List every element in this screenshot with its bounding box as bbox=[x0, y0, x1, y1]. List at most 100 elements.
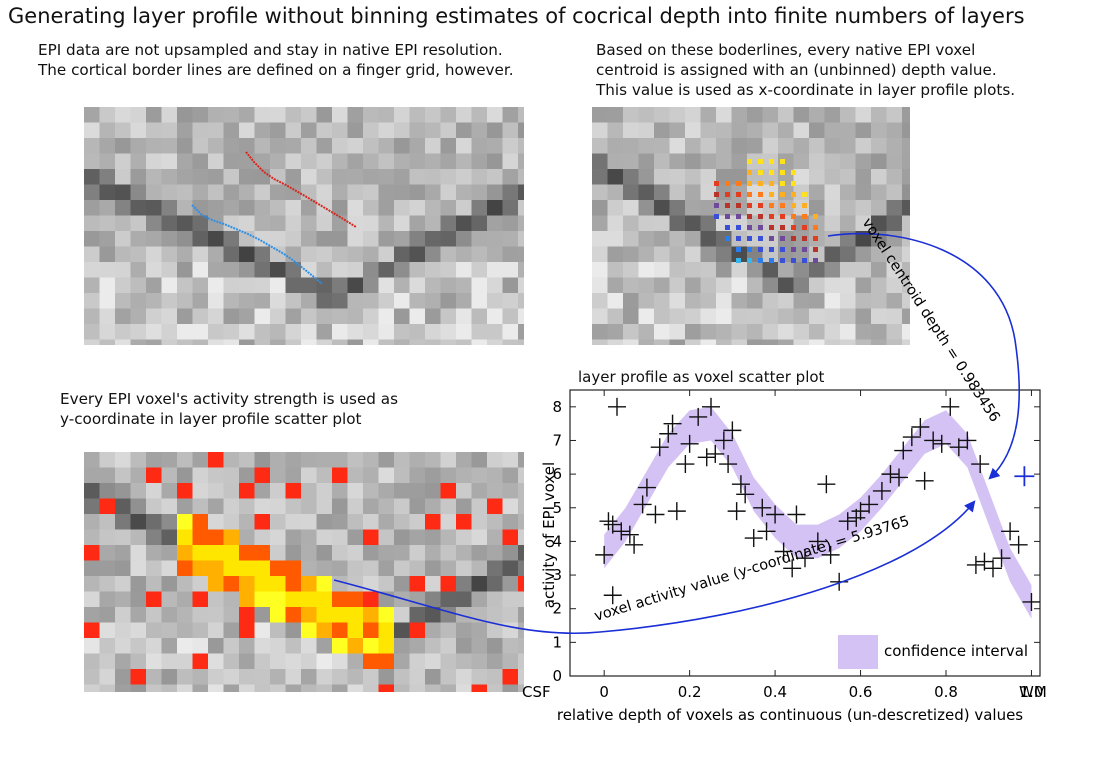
active-voxel bbox=[254, 467, 270, 483]
epi-voxel bbox=[301, 529, 317, 546]
epi-voxel bbox=[208, 308, 224, 325]
epi-voxel bbox=[378, 107, 395, 123]
epi-voxel bbox=[700, 122, 717, 139]
epi-voxel bbox=[607, 184, 624, 201]
epi-voxel bbox=[316, 262, 333, 278]
epi-voxel bbox=[192, 498, 209, 515]
epi-voxel bbox=[456, 653, 472, 670]
epi-voxel bbox=[130, 262, 147, 278]
epi-voxel bbox=[502, 107, 519, 123]
epi-voxel bbox=[471, 231, 488, 247]
epi-voxel bbox=[886, 246, 903, 263]
epi-voxel bbox=[471, 576, 488, 592]
y-tick-label: 7 bbox=[552, 431, 562, 449]
active-voxel bbox=[487, 498, 503, 514]
epi-voxel bbox=[130, 498, 147, 515]
epi-voxel bbox=[394, 545, 410, 561]
epi-voxel bbox=[425, 308, 441, 325]
epi-voxel bbox=[316, 545, 333, 561]
epi-panel-top-left bbox=[84, 107, 524, 345]
active-voxel bbox=[363, 607, 379, 623]
epi-voxel bbox=[669, 184, 686, 201]
y-tick-label: 2 bbox=[552, 600, 562, 618]
epi-voxel bbox=[409, 653, 426, 670]
active-voxel bbox=[254, 545, 270, 561]
epi-voxel bbox=[192, 324, 209, 340]
epi-voxel bbox=[607, 122, 624, 139]
epi-voxel bbox=[456, 452, 472, 468]
epi-voxel bbox=[223, 324, 240, 340]
epi-voxel bbox=[378, 514, 395, 530]
voxel-centroid bbox=[714, 214, 719, 219]
epi-voxel bbox=[762, 308, 779, 325]
active-voxel bbox=[192, 529, 208, 545]
epi-voxel bbox=[840, 293, 856, 309]
epi-voxel bbox=[809, 277, 825, 294]
activity-arrow bbox=[333, 500, 976, 635]
voxel-point bbox=[808, 532, 827, 551]
voxel-centroid bbox=[736, 247, 741, 252]
epi-voxel bbox=[161, 308, 178, 325]
epi-voxel bbox=[902, 215, 910, 232]
epi-voxel bbox=[607, 277, 624, 294]
epi-voxel bbox=[886, 200, 903, 216]
epi-voxel bbox=[471, 498, 488, 515]
epi-voxel bbox=[99, 529, 116, 546]
epi-voxel bbox=[316, 308, 333, 325]
epi-voxel bbox=[456, 638, 472, 654]
epi-voxel bbox=[471, 184, 488, 201]
epi-voxel bbox=[316, 452, 333, 468]
epi-voxel bbox=[778, 293, 794, 309]
epi-voxel bbox=[502, 467, 519, 484]
epi-voxel bbox=[347, 324, 364, 340]
epi-voxel bbox=[902, 107, 910, 123]
caption-line: Based on these boderlines, every native … bbox=[596, 41, 976, 59]
epi-voxel bbox=[270, 153, 286, 170]
epi-voxel bbox=[301, 653, 317, 670]
active-voxel bbox=[177, 545, 193, 561]
epi-voxel bbox=[425, 638, 441, 654]
epi-voxel bbox=[700, 231, 717, 247]
epi-voxel bbox=[270, 122, 286, 139]
epi-voxel bbox=[316, 122, 333, 139]
epi-voxel bbox=[161, 653, 178, 670]
epi-voxel bbox=[518, 529, 524, 546]
voxel-centroid bbox=[758, 258, 763, 263]
epi-voxel bbox=[332, 669, 348, 685]
epi-voxel bbox=[440, 138, 457, 154]
epi-voxel bbox=[518, 277, 524, 294]
epi-voxel bbox=[809, 184, 825, 201]
epi-voxel bbox=[623, 215, 639, 232]
active-voxel bbox=[146, 467, 162, 483]
border-lines-overlay bbox=[191, 151, 357, 285]
epi-voxel bbox=[902, 293, 910, 309]
voxel-point bbox=[984, 559, 1002, 578]
epi-voxel bbox=[130, 107, 147, 123]
epi-voxel bbox=[440, 324, 457, 340]
epi-voxel bbox=[778, 138, 794, 154]
epi-voxel bbox=[731, 107, 748, 123]
epi-voxel bbox=[177, 262, 193, 278]
epi-voxel bbox=[440, 308, 457, 325]
epi-voxel bbox=[425, 529, 441, 546]
active-voxel bbox=[130, 669, 146, 685]
epi-voxel bbox=[747, 293, 763, 309]
epi-voxel bbox=[456, 483, 472, 499]
epi-voxel bbox=[301, 138, 317, 154]
epi-voxel bbox=[192, 576, 209, 592]
epi-voxel bbox=[192, 184, 209, 201]
epi-voxel bbox=[270, 529, 286, 546]
epi-voxel bbox=[840, 122, 856, 139]
active-voxel bbox=[192, 514, 208, 530]
epi-voxel bbox=[518, 622, 524, 639]
epi-voxel bbox=[254, 107, 271, 123]
epi-voxel bbox=[440, 293, 457, 309]
epi-voxel bbox=[487, 184, 503, 201]
epi-voxel bbox=[456, 607, 472, 623]
epi-voxel bbox=[456, 467, 472, 484]
epi-voxel bbox=[638, 215, 655, 232]
epi-voxel bbox=[285, 184, 302, 201]
voxel-centroid bbox=[780, 214, 785, 219]
active-voxel bbox=[270, 607, 286, 623]
voxel-centroid bbox=[791, 225, 796, 230]
